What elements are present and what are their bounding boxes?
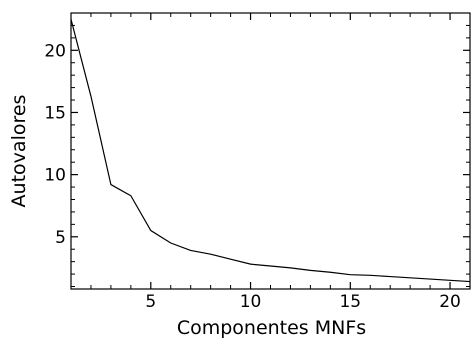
series-line (70, 19, 471, 283)
plot-frame (70, 12, 471, 290)
y-tick-label-5: 5 (55, 228, 66, 248)
y-axis-label: Autovalores (8, 95, 30, 208)
y-tick-label-15: 15 (44, 103, 66, 123)
x-tick-label-10: 10 (240, 292, 262, 312)
tick-labels: 5 10 15 20 5 10 15 20 (44, 41, 461, 312)
x-axis-label: Componentes MNFs (177, 317, 366, 338)
axis-ticks (70, 12, 471, 289)
x-tick-label-15: 15 (339, 292, 361, 312)
x-tick-label-20: 20 (439, 292, 461, 312)
y-tick-label-10: 10 (44, 166, 66, 186)
x-tick-label-5: 5 (145, 292, 156, 312)
y-tick-label-20: 20 (44, 41, 66, 61)
